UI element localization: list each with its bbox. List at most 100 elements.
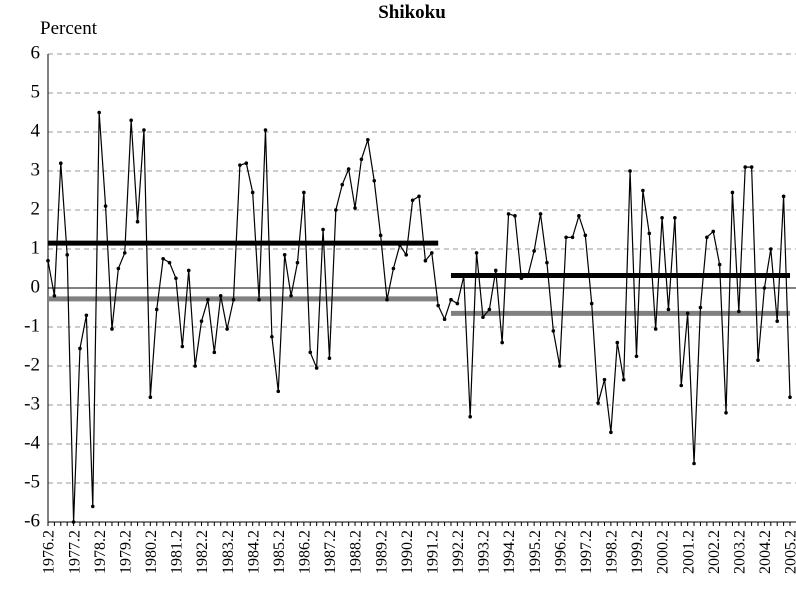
point xyxy=(602,377,607,382)
point xyxy=(481,315,485,320)
point xyxy=(519,276,524,281)
point xyxy=(577,214,581,218)
point xyxy=(250,190,255,195)
x-tick-label: 1980.2 xyxy=(143,530,160,574)
point xyxy=(538,212,543,216)
point xyxy=(398,243,402,247)
point xyxy=(653,327,658,331)
point xyxy=(212,350,217,355)
point xyxy=(263,128,268,132)
point xyxy=(615,340,620,345)
x-tick-label: 1984.2 xyxy=(245,530,262,574)
x-tick-label: 1990.2 xyxy=(399,530,416,574)
point xyxy=(116,266,121,271)
point xyxy=(238,163,242,167)
point xyxy=(244,161,249,165)
x-tick-label: 2001.2 xyxy=(680,530,697,574)
point xyxy=(468,414,472,419)
y-tick-label: 3 xyxy=(31,159,41,180)
x-tick-label: 1989.2 xyxy=(373,530,390,574)
y-tick-label: -2 xyxy=(24,354,40,375)
point xyxy=(487,307,492,312)
point xyxy=(270,334,274,339)
point xyxy=(788,395,792,400)
point xyxy=(506,212,511,216)
point xyxy=(142,128,146,132)
point xyxy=(302,190,306,195)
point xyxy=(174,276,178,281)
point xyxy=(231,297,236,302)
x-tick-label: 1995.2 xyxy=(527,530,544,574)
y-axis-label: Percent xyxy=(40,18,98,39)
x-tick-label: 1982.2 xyxy=(194,530,211,574)
x-tick-label: 2003.2 xyxy=(731,530,748,574)
point xyxy=(167,260,172,265)
point xyxy=(737,309,741,314)
x-tick-label: 2005.2 xyxy=(783,530,796,574)
point xyxy=(327,356,332,361)
point xyxy=(781,194,786,199)
x-tick-label: 1994.2 xyxy=(501,530,518,574)
point xyxy=(186,268,191,273)
point xyxy=(545,260,549,265)
chart-title: Shikoku xyxy=(378,2,446,23)
point xyxy=(353,206,357,210)
point xyxy=(225,327,229,331)
point xyxy=(206,297,210,302)
x-tick-label: 1997.2 xyxy=(578,530,595,574)
point xyxy=(442,317,447,322)
point xyxy=(634,354,639,359)
point xyxy=(711,229,716,234)
point xyxy=(679,383,684,388)
point xyxy=(84,313,89,318)
x-tick-label: 1991.2 xyxy=(424,530,441,574)
point xyxy=(148,395,153,400)
x-tick-label: 1988.2 xyxy=(348,530,365,574)
point xyxy=(660,216,664,220)
point xyxy=(218,294,223,298)
point xyxy=(493,268,498,273)
point xyxy=(570,235,575,240)
point xyxy=(366,138,370,142)
point xyxy=(525,274,530,279)
point xyxy=(46,258,50,263)
point xyxy=(564,235,568,240)
point xyxy=(90,504,95,509)
point xyxy=(666,307,671,312)
point xyxy=(743,165,748,169)
point xyxy=(404,253,409,257)
x-tick-label: 2004.2 xyxy=(757,530,774,574)
point xyxy=(769,247,773,251)
point xyxy=(110,327,114,331)
x-tick-label: 1999.2 xyxy=(629,530,646,574)
point xyxy=(673,216,677,220)
x-tick-label: 1985.2 xyxy=(271,530,288,574)
point xyxy=(609,430,613,435)
x-tick-label: 1987.2 xyxy=(322,530,339,574)
x-tick-label: 1981.2 xyxy=(169,530,186,574)
x-tick-label: 1983.2 xyxy=(220,530,237,574)
point xyxy=(449,297,453,302)
x-tick-label: 1978.2 xyxy=(92,530,109,574)
point xyxy=(532,249,536,253)
point xyxy=(749,165,754,169)
point xyxy=(500,340,504,345)
series-line xyxy=(48,240,790,279)
point xyxy=(135,219,140,224)
point xyxy=(321,227,325,232)
point xyxy=(359,157,364,162)
point xyxy=(289,294,293,298)
point xyxy=(429,251,434,255)
point xyxy=(308,350,313,355)
point xyxy=(717,262,722,267)
point xyxy=(334,208,338,212)
point xyxy=(423,258,428,263)
y-tick-label: 2 xyxy=(31,198,41,219)
point xyxy=(698,305,703,310)
point xyxy=(692,461,696,466)
point xyxy=(161,256,165,261)
point xyxy=(276,389,281,394)
y-tick-label: 4 xyxy=(31,120,41,141)
point xyxy=(756,358,760,362)
